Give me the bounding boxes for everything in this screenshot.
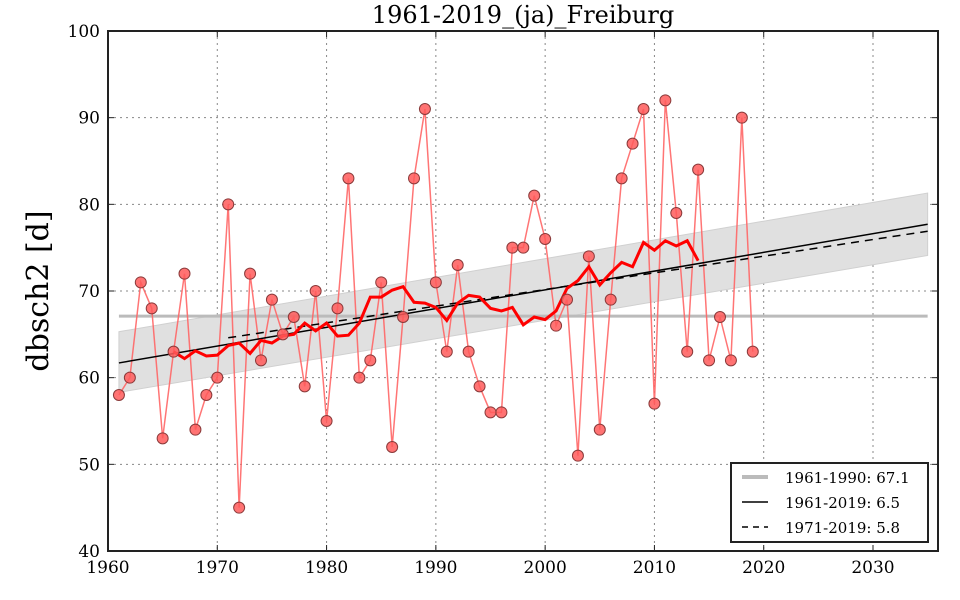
data-point: [746, 345, 759, 358]
data-point: [134, 276, 147, 289]
trend-1961-2019-line: [118, 223, 928, 364]
data-point: [626, 137, 639, 150]
data-point: [309, 285, 322, 297]
data-point: [200, 389, 213, 401]
legend: 1961-1990: 67.1 1961-2019: 6.5 1971-2019…: [730, 462, 929, 543]
x-tick-label: 2010: [633, 558, 676, 578]
x-tick-label: 1960: [86, 558, 129, 578]
data-point: [265, 293, 278, 306]
x-tick-label: 1990: [414, 558, 457, 578]
data-point: [276, 328, 289, 341]
points-group: [112, 94, 759, 514]
data-point: [648, 397, 661, 410]
data-point: [287, 311, 300, 323]
data-point: [331, 302, 344, 315]
data-point: [506, 241, 519, 254]
data-point: [222, 198, 235, 211]
y-tick-label: 90: [78, 109, 100, 129]
y-tick-label: 80: [78, 195, 100, 215]
x-tick-label: 2020: [742, 558, 785, 578]
x-tick-label: 1980: [305, 558, 348, 578]
data-point: [681, 345, 694, 358]
data-point: [517, 241, 530, 254]
data-point: [342, 172, 355, 185]
legend-label-trend-1961: 1961-2019: 6.5: [785, 494, 900, 512]
data-point: [408, 172, 420, 185]
data-point: [167, 345, 180, 358]
data-point: [386, 441, 399, 453]
data-point: [561, 293, 573, 306]
data-point: [593, 423, 606, 436]
y-tick-label: 50: [78, 455, 100, 475]
data-point: [364, 354, 377, 367]
data-point: [484, 406, 497, 419]
y-tick-label: 70: [78, 282, 100, 302]
data-point: [735, 111, 748, 124]
data-point: [123, 371, 136, 384]
data-point: [582, 250, 595, 263]
data-point: [528, 189, 541, 202]
x-tick-label: 1970: [196, 558, 239, 578]
data-point: [233, 501, 246, 514]
data-point: [397, 311, 410, 323]
x-tick-label: 2000: [524, 558, 567, 578]
data-point: [244, 267, 257, 280]
data-point: [604, 293, 617, 306]
x-tick-label: 2030: [851, 558, 894, 578]
data-point: [724, 354, 737, 367]
data-point: [550, 319, 563, 332]
data-point: [714, 311, 726, 323]
y-tick-label: 100: [68, 22, 100, 42]
data-point: [703, 354, 716, 367]
data-point: [659, 94, 672, 107]
data-point: [539, 233, 552, 245]
data-point: [112, 389, 125, 401]
data-point: [418, 103, 431, 115]
data-point: [189, 423, 202, 436]
data-point: [615, 172, 628, 185]
moving-average-line: [172, 238, 700, 361]
data-point: [692, 163, 705, 176]
y-tick-label: 60: [78, 369, 100, 389]
data-point: [353, 371, 366, 384]
data-point: [637, 103, 650, 115]
data-point: [451, 259, 464, 271]
data-point: [211, 371, 224, 384]
data-point: [462, 345, 475, 358]
data-point: [571, 449, 584, 462]
data-point: [429, 276, 442, 289]
data-point: [670, 207, 683, 219]
legend-label-trend-1971: 1971-2019: 5.8: [785, 519, 900, 537]
data-point: [375, 276, 388, 289]
y-axis-label: dbsch2 [d]: [21, 210, 56, 371]
data-point: [255, 354, 267, 367]
data-point: [473, 380, 486, 393]
data-point: [440, 345, 453, 358]
y-tick-label: 40: [78, 542, 100, 562]
data-point: [156, 432, 169, 445]
ticks-group: 1960 1970 1980 1990 2000 2010 2020 2030 40 50 60 70…: [68, 22, 938, 578]
data-point: [145, 302, 158, 315]
data-point: [495, 406, 508, 419]
legend-label-baseline: 1961-1990: 67.1: [785, 469, 910, 487]
chart-title: 1961-2019_(ja)_Freiburg: [372, 1, 674, 29]
data-point: [320, 415, 333, 427]
trend-1971-2019-line: [228, 230, 928, 339]
data-point: [178, 267, 191, 280]
data-point: [298, 380, 311, 393]
